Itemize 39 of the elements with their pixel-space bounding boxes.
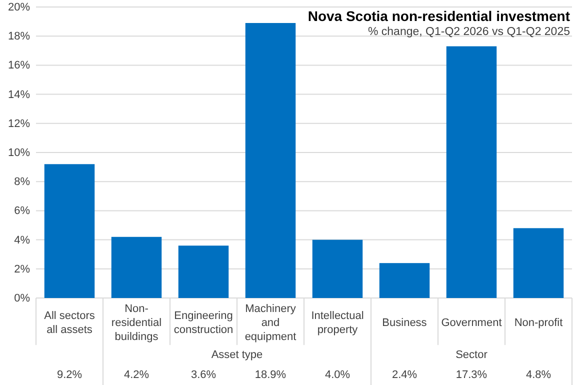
y-tick-label: 10%	[8, 147, 30, 160]
x-tick-label: All sectors all assets	[44, 310, 96, 336]
data-label: 4.8%	[526, 369, 552, 381]
x-tick-label: Non-residential buildings	[111, 303, 162, 343]
x-tick-label: Intellectual property	[311, 310, 364, 336]
x-tick-label: Machinery and equipment	[244, 303, 296, 343]
data-label: 4.0%	[324, 369, 350, 381]
bar	[379, 263, 430, 298]
y-tick-label: 16%	[8, 60, 30, 72]
data-label: 17.3%	[456, 369, 488, 381]
data-label: 9.2%	[56, 369, 82, 381]
y-tick-label: 6%	[14, 205, 30, 218]
bar	[178, 246, 229, 298]
bar	[513, 228, 564, 298]
x-tick-label: Government	[441, 317, 502, 329]
text: Asset type	[211, 349, 263, 361]
text: Sector	[456, 349, 488, 361]
y-tick-label: 14%	[8, 88, 30, 101]
data-label: 2.4%	[392, 369, 418, 381]
y-tick-label: 12%	[8, 118, 30, 130]
bar	[312, 240, 363, 298]
y-tick-label: 0%	[14, 292, 30, 305]
x-tick-label: Non-profit	[514, 317, 563, 329]
chart-title: Nova Scotia non-residential investment	[308, 8, 570, 24]
bar	[111, 236, 162, 298]
y-tick-label: 4%	[14, 234, 30, 246]
bar	[245, 23, 296, 298]
y-tick-label: 20%	[8, 2, 30, 14]
y-tick-label: 8%	[14, 176, 30, 188]
y-tick-label: 2%	[14, 263, 30, 276]
data-label: 18.9%	[254, 369, 286, 381]
data-label: 3.6%	[190, 369, 216, 381]
bar	[44, 164, 95, 298]
x-tick-label: Engineering construction	[174, 310, 234, 336]
bar	[446, 46, 497, 298]
x-tick-label: Business	[382, 317, 428, 329]
text: % change, Q1-Q2 2026 vs Q1-Q2 2025	[368, 26, 570, 38]
y-tick-label: 18%	[8, 30, 30, 43]
data-label: 4.2%	[124, 369, 150, 381]
